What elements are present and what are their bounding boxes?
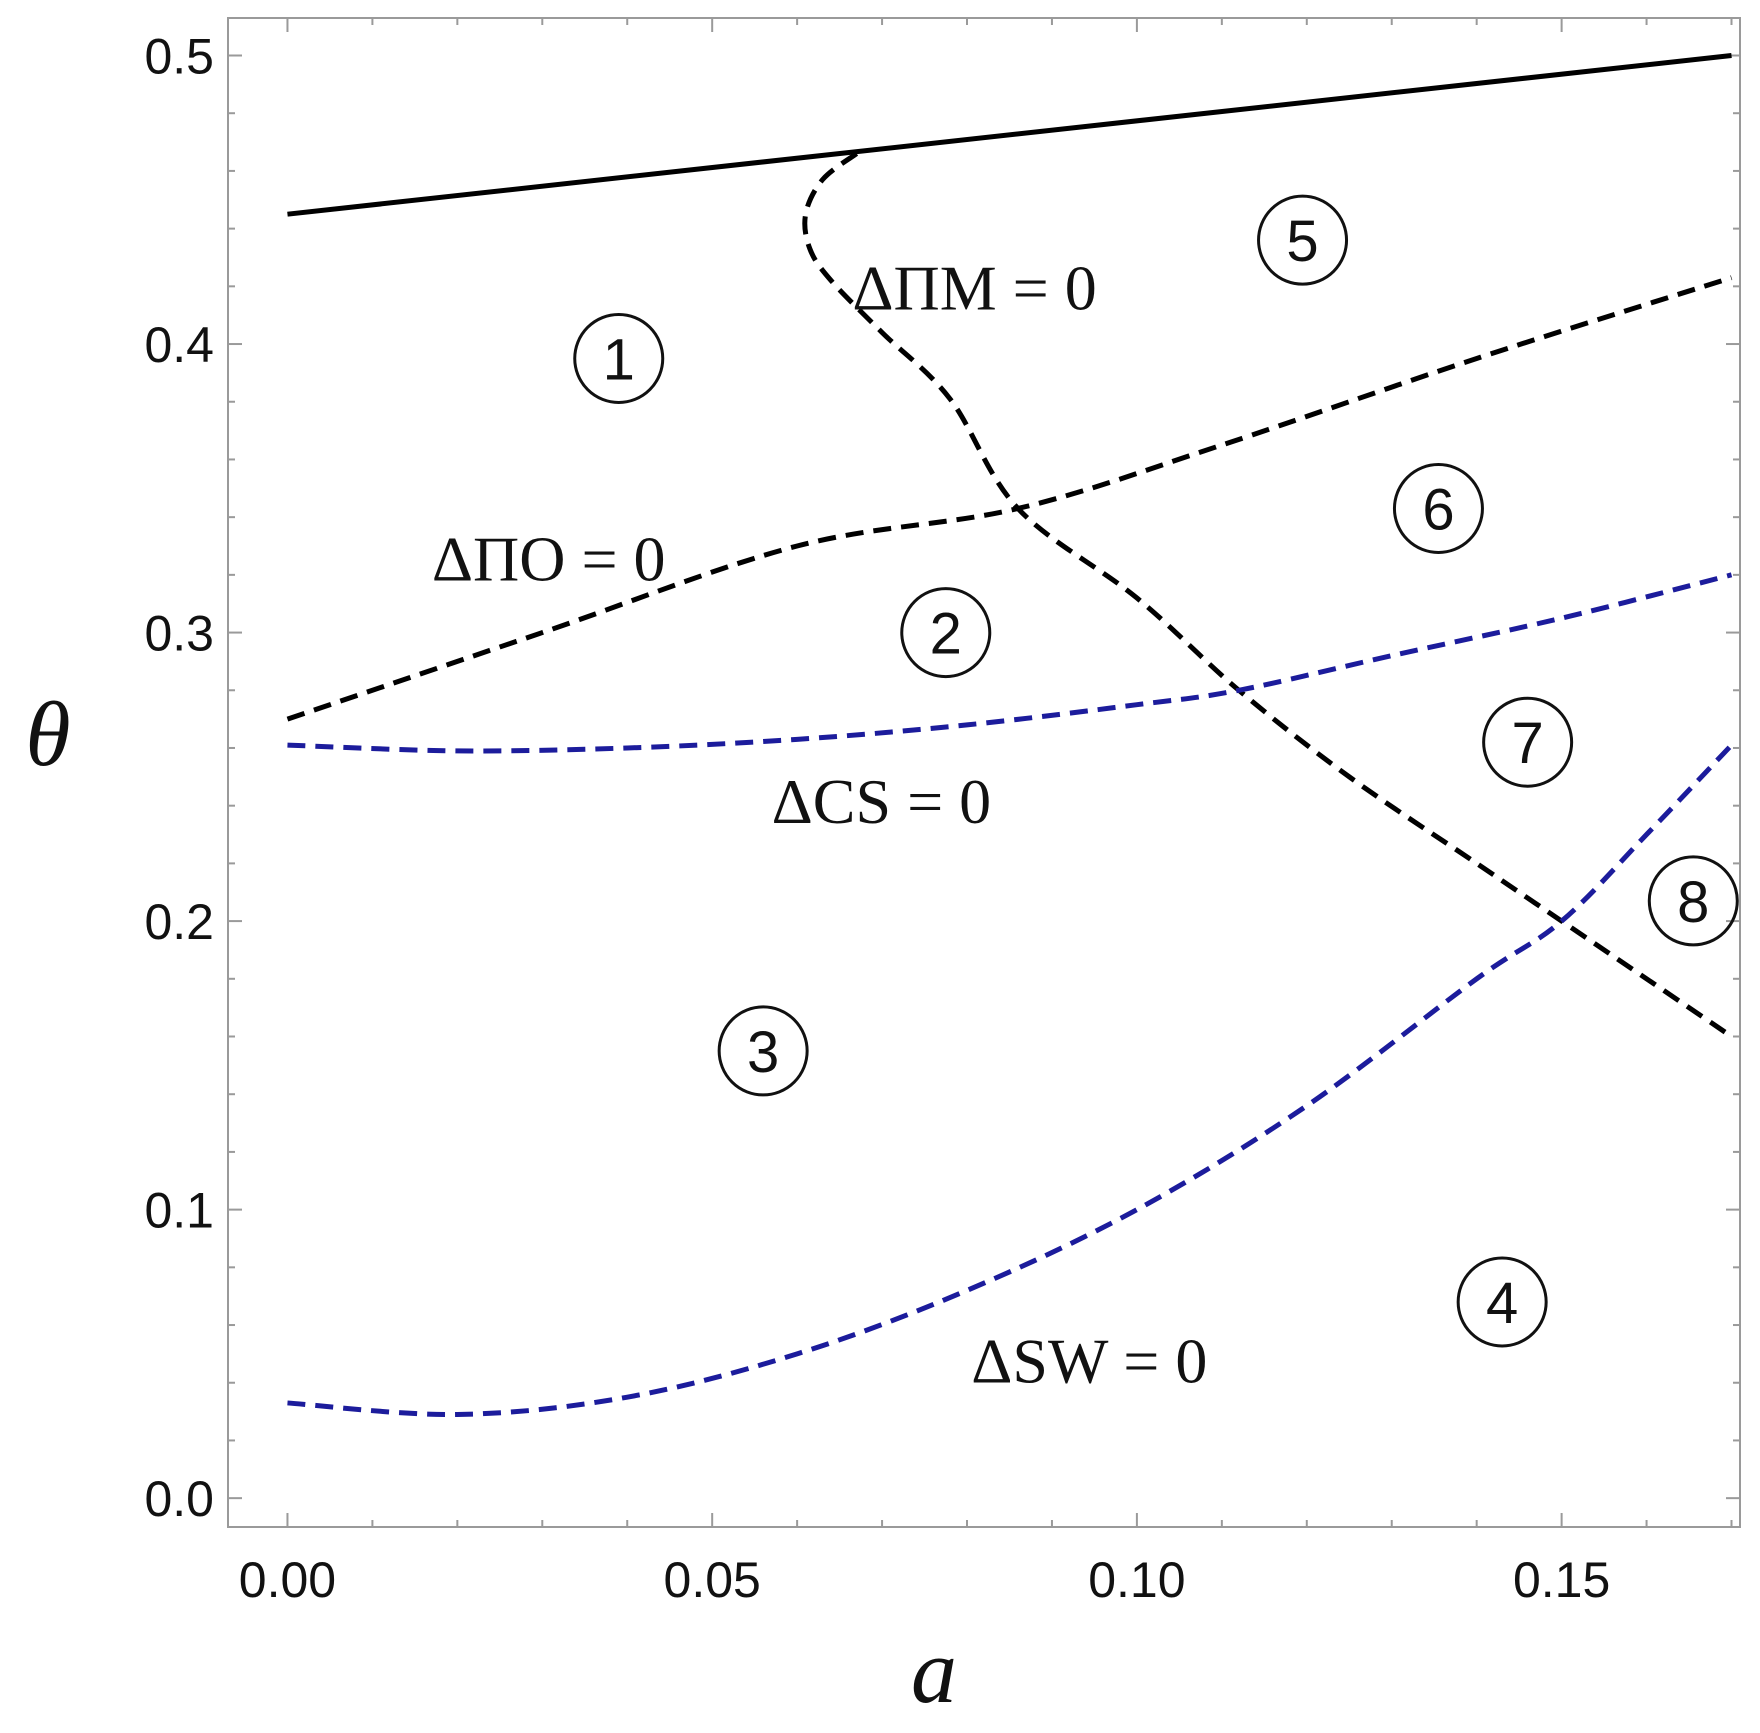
region-number: 5 [1286,209,1318,274]
curve-label-1: ΔΠM = 0 [852,252,1096,323]
x-axis-title: a [911,1620,957,1722]
region-number: 8 [1677,870,1709,935]
region-number: 6 [1422,477,1454,542]
region-number: 1 [603,327,635,392]
region-circle [1392,462,1484,554]
series-line-5 [287,743,1734,1418]
region-number: 2 [930,602,962,667]
region-8-marker: 8 [1647,855,1739,947]
y-tick-label: 0.1 [144,1183,214,1239]
x-tick-label: 0.15 [1513,1552,1610,1608]
region-circle [1456,1256,1548,1348]
curve-label-4: ΔSW = 0 [971,1326,1207,1397]
series-lines [286,53,1734,1418]
region-number: 7 [1512,711,1544,776]
axis-ticks [228,18,1740,1527]
tick-labels: 0.00 0.05 0.10 0.15 0.0 0.1 0.2 0.3 0.4 0.5 [144,29,1610,1608]
region-circle [1647,855,1739,947]
curve-label-2: ΔΠO = 0 [432,524,666,595]
region-markers: 1 2 3 4 5 6 7 8 [573,194,1739,1348]
region-3-marker: 3 [717,1005,809,1097]
y-tick-label: 0.3 [144,606,214,662]
x-tick-label: 0.00 [239,1552,336,1608]
region-number: 3 [747,1020,779,1085]
series-line-2 [802,151,1733,1039]
region-number: 4 [1486,1271,1518,1336]
region-4-marker: 4 [1456,1256,1548,1348]
x-tick-label: 0.10 [1088,1552,1185,1608]
region-5-marker: 5 [1257,194,1349,286]
region-1-marker: 1 [573,312,665,404]
region-7-marker: 7 [1482,696,1574,788]
series-line-4 [287,572,1733,754]
region-circle [717,1005,809,1097]
series-line-1 [287,53,1732,217]
y-tick-label: 0.0 [144,1471,214,1527]
series-line-3 [286,275,1733,722]
y-axis-title: θ [25,683,70,785]
region-6-marker: 6 [1392,462,1484,554]
curve-label-3: ΔCS = 0 [772,766,992,837]
region-2-marker: 2 [900,587,992,679]
y-tick-label: 0.2 [144,894,214,950]
y-tick-label: 0.4 [144,317,214,373]
y-tick-label: 0.5 [144,29,214,85]
x-tick-label: 0.05 [664,1552,761,1608]
plot-frame [227,17,1741,1528]
region-circle [573,312,665,404]
curve-labels: ΔΠM = 0 ΔΠO = 0 ΔCS = 0 ΔSW = 0 [432,252,1207,1396]
region-circle [1257,194,1349,286]
region-circle [900,587,992,679]
region-circle [1482,696,1574,788]
